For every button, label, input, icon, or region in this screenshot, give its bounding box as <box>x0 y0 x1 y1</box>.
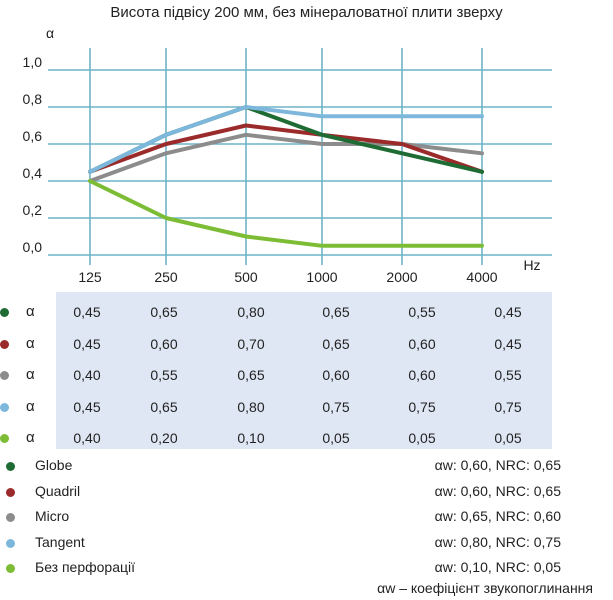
series-color-dot <box>0 308 9 317</box>
legend-color-dot <box>6 487 15 497</box>
table-row: α 0,45 0,60 0,70 0,65 0,60 0,45 <box>0 331 613 357</box>
x-tick-label: 2000 <box>386 269 417 285</box>
table-cell: 0,65 <box>150 304 178 320</box>
legend-label: Quadril <box>35 482 81 499</box>
table-cell: 0,60 <box>322 367 350 383</box>
legend-label: Tangent <box>35 533 85 550</box>
y-tick-label: 0,6 <box>23 128 43 144</box>
legend-label: Без перфорації <box>35 559 136 576</box>
table-cell: 0,75 <box>408 398 436 415</box>
legend-item: Без перфорації αw: 0,10, NRC: 0,05 <box>0 558 613 580</box>
values-table-background <box>56 292 552 449</box>
alpha-symbol: α <box>26 303 35 320</box>
chart-title: Висота підвісу 200 мм, без мінераловатно… <box>110 4 503 21</box>
table-cell: 0,75 <box>322 398 350 415</box>
legend-rating: αw: 0,65, NRC: 0,60 <box>434 508 561 525</box>
table-cell: 0,45 <box>73 335 101 352</box>
x-axis-label: Hz <box>523 257 540 273</box>
series-color-dot <box>0 434 9 443</box>
table-cell: 0,65 <box>322 304 350 320</box>
y-tick-label: 0,8 <box>23 91 43 107</box>
series-color-dot <box>0 371 9 380</box>
series-color-dot <box>0 402 9 412</box>
table-cell: 0,80 <box>237 304 265 320</box>
legend-rating: αw: 0,10, NRC: 0,05 <box>434 559 561 576</box>
table-cell: 0,75 <box>494 398 522 415</box>
table-cell: 0,45 <box>494 335 522 352</box>
table-cell: 0,60 <box>150 335 178 352</box>
table-cell: 0,80 <box>237 398 265 415</box>
table-cell: 0,10 <box>237 430 265 446</box>
legend-rating: αw: 0,60, NRC: 0,65 <box>434 482 561 499</box>
table-cell: 0,65 <box>237 367 265 383</box>
table-cell: 0,45 <box>73 304 101 320</box>
series-line-tangent <box>88 105 484 174</box>
x-tick-label: 250 <box>154 269 178 285</box>
table-cell: 0,65 <box>150 398 178 415</box>
table-cell: 0,60 <box>408 335 436 352</box>
series-line-без-перфорації <box>88 179 484 248</box>
table-cell: 0,40 <box>73 430 101 446</box>
legend-item: Micro αw: 0,65, NRC: 0,60 <box>0 507 613 529</box>
legend-item: Quadril αw: 0,60, NRC: 0,65 <box>0 482 613 504</box>
y-tick-label: 1,0 <box>23 54 43 70</box>
table-row: α 0,45 0,65 0,80 0,65 0,55 0,45 <box>0 299 613 325</box>
table-cell: 0,05 <box>408 430 436 446</box>
legend-rating: αw: 0,60, NRC: 0,65 <box>434 457 561 473</box>
y-tick-label: 0,4 <box>23 165 43 181</box>
legend-color-dot <box>6 513 15 523</box>
legend-label: Micro <box>35 508 70 525</box>
alpha-symbol: α <box>26 366 35 383</box>
series-line-micro <box>88 132 484 183</box>
x-tick-label: 4000 <box>466 269 497 285</box>
legend-item: Tangent αw: 0,80, NRC: 0,75 <box>0 533 613 555</box>
x-tick-label: 125 <box>78 269 102 285</box>
legend-color-dot <box>6 564 15 574</box>
alpha-symbol: α <box>26 397 35 415</box>
table-cell: 0,60 <box>408 367 436 383</box>
table-cell: 0,45 <box>73 398 101 415</box>
legend-color-dot <box>6 462 15 471</box>
table-cell: 0,55 <box>408 304 436 320</box>
table-row: α 0,40 0,20 0,10 0,05 0,05 0,05 <box>0 425 613 451</box>
legend-rating: αw: 0,80, NRC: 0,75 <box>434 533 561 550</box>
legend-item: Globe αw: 0,60, NRC: 0,65 <box>0 456 613 478</box>
y-tick-label: 0,2 <box>23 202 43 218</box>
table-row: α 0,40 0,55 0,65 0,60 0,60 0,55 <box>0 362 613 388</box>
table-cell: 0,70 <box>237 335 265 352</box>
y-tick-label: 0,0 <box>23 239 43 255</box>
table-cell: 0,05 <box>322 430 350 446</box>
legend-color-dot <box>6 538 15 548</box>
line-chart: α Hz 1,0 0,8 0,6 0,4 0,2 0,0 125 250 500 1000 2000… <box>23 25 552 285</box>
table-cell: 0,40 <box>73 367 101 383</box>
table-row: α 0,45 0,65 0,80 0,75 0,75 0,75 <box>0 394 613 420</box>
x-tick-label: 500 <box>234 269 258 285</box>
series-line-quadril <box>88 123 484 174</box>
table-cell: 0,65 <box>322 335 350 352</box>
alpha-symbol: α <box>26 334 35 352</box>
alpha-symbol: α <box>26 429 35 446</box>
table-cell: 0,05 <box>494 430 522 446</box>
legend-label: Globe <box>35 457 73 473</box>
table-cell: 0,45 <box>494 304 522 320</box>
x-tick-label: 1000 <box>306 269 337 285</box>
y-axis-label: α <box>46 25 54 41</box>
table-cell: 0,20 <box>150 430 178 446</box>
footnote: αw – коефіцієнт звукопоглинання <box>377 580 593 596</box>
table-cell: 0,55 <box>494 367 522 383</box>
table-cell: 0,55 <box>150 367 178 383</box>
series-color-dot <box>0 339 9 349</box>
